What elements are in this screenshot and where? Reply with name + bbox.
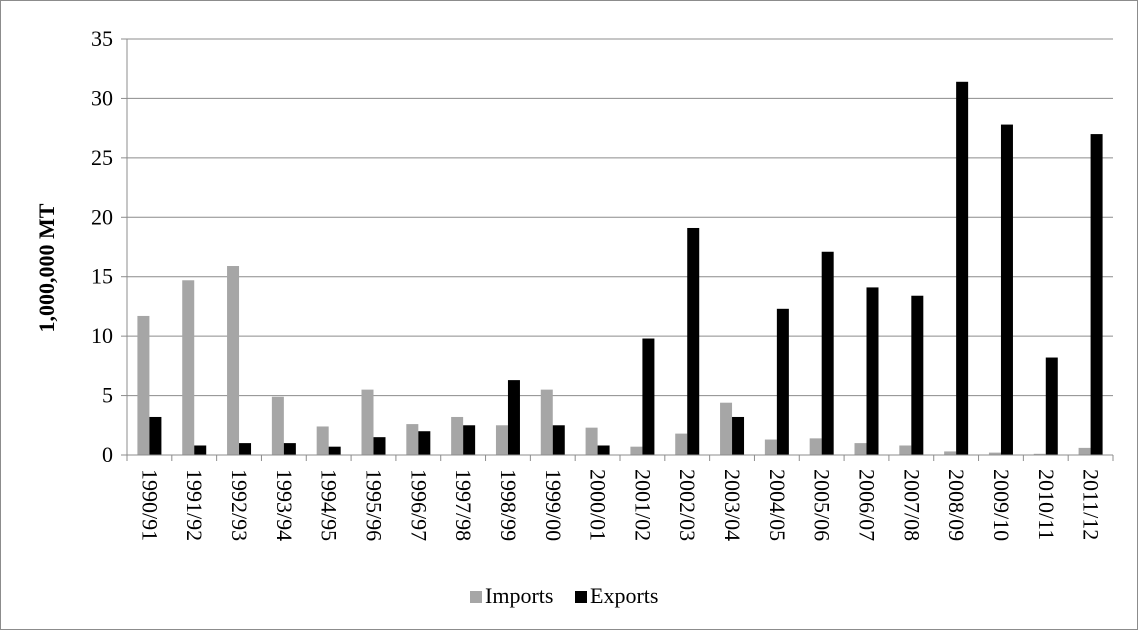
x-tick-label: 2005/06	[810, 469, 835, 541]
bar-exports-1996-97	[418, 431, 431, 455]
legend-item-imports: Imports	[470, 583, 553, 608]
bar-imports-1992-93	[227, 266, 240, 455]
x-tick-labels: 1990/91 1991/92 1992/93 1993/94 1994/95 1995/…	[137, 469, 1103, 541]
bar-exports-2004-05	[776, 308, 789, 455]
bar-imports-1999-00	[540, 389, 553, 455]
bar-exports-2001-02	[642, 338, 655, 455]
y-tick-label: 30	[91, 85, 113, 110]
bar-imports-2006-07	[854, 443, 867, 455]
y-tick-label: 5	[102, 383, 113, 408]
x-tick-label: 1997/98	[451, 469, 476, 541]
y-tick-label: 25	[91, 145, 113, 170]
y-tick-label: 15	[91, 264, 113, 289]
x-tick-label: 1996/97	[406, 469, 431, 541]
bar-imports-2009-10	[988, 452, 1001, 455]
x-tick-label: 2009/10	[989, 469, 1014, 541]
axes	[121, 38, 1114, 461]
bar-exports-1994-95	[328, 446, 341, 455]
bar-imports-1990-91	[137, 315, 150, 455]
legend: Imports Exports	[470, 583, 658, 608]
x-tick-label: 1998/99	[496, 469, 521, 541]
bar-imports-1997-98	[451, 416, 464, 455]
bar-exports-2007-08	[911, 295, 924, 455]
bars	[137, 81, 1103, 456]
bar-imports-1994-95	[316, 426, 329, 455]
bar-imports-2005-06	[809, 438, 822, 455]
bar-imports-2002-03	[675, 433, 688, 455]
x-tick-label: 2002/03	[675, 469, 700, 541]
bar-exports-2008-09	[956, 81, 969, 455]
y-tick-label: 0	[102, 442, 113, 467]
x-tick-label: 2010/11	[1034, 469, 1059, 540]
bar-imports-1993-94	[271, 396, 284, 455]
bar-exports-1997-98	[463, 425, 476, 455]
x-tick-label: 2000/01	[586, 469, 611, 541]
bar-imports-2010-11	[1033, 453, 1046, 455]
x-tick-label: 1992/93	[227, 469, 252, 541]
legend-label: Exports	[590, 583, 658, 608]
bar-imports-2008-09	[944, 451, 957, 455]
y-tick-label: 10	[91, 323, 113, 348]
x-tick-label: 2004/05	[765, 469, 790, 541]
x-tick-label: 1990/91	[137, 469, 162, 541]
bar-imports-2004-05	[764, 439, 777, 455]
x-tick-label: 1999/00	[541, 469, 566, 541]
x-tick-label: 1995/96	[362, 469, 387, 541]
y-tick-label: 35	[91, 26, 113, 51]
bar-exports-2000-01	[597, 445, 610, 455]
legend-swatch	[575, 591, 587, 603]
x-tick-label: 2006/07	[855, 469, 880, 541]
x-tick-label: 1991/92	[182, 469, 207, 541]
bar-exports-1992-93	[239, 443, 252, 455]
bar-imports-1995-96	[361, 389, 374, 455]
legend-item-exports: Exports	[575, 583, 658, 608]
bar-imports-1998-99	[495, 425, 508, 455]
y-tick-labels: 0 5 10 15 20 25 30 35	[91, 26, 113, 467]
bar-exports-1991-92	[194, 445, 207, 455]
y-tick-label: 20	[91, 204, 113, 229]
x-tick-label: 2007/08	[899, 469, 924, 541]
legend-swatch	[470, 591, 482, 603]
x-tick-label: 2001/02	[630, 469, 655, 541]
x-tick-label: 2008/09	[944, 469, 969, 541]
x-tick-label: 1993/94	[272, 469, 297, 541]
x-tick-label: 1994/95	[317, 469, 342, 541]
y-axis-title: 1,000,000 MT	[34, 203, 59, 332]
bar-imports-1996-97	[406, 424, 419, 455]
bar-imports-1991-92	[182, 280, 195, 455]
bar-imports-2001-02	[630, 446, 643, 455]
x-tick-label: 2011/12	[1079, 469, 1104, 540]
legend-label: Imports	[485, 583, 553, 608]
bar-exports-1998-99	[507, 380, 520, 455]
bar-exports-1999-00	[552, 425, 565, 455]
bar-exports-1990-91	[149, 416, 162, 455]
bar-imports-2007-08	[899, 445, 912, 455]
bar-exports-1995-96	[373, 437, 386, 455]
bar-exports-2006-07	[866, 287, 879, 455]
bar-exports-2010-11	[1045, 357, 1058, 455]
bar-exports-2009-10	[1000, 124, 1013, 455]
bar-exports-2005-06	[821, 251, 834, 455]
bar-imports-2003-04	[720, 402, 733, 455]
x-tick-label: 2003/04	[720, 469, 745, 541]
gridlines	[127, 38, 1113, 397]
bar-exports-2011-12	[1090, 134, 1103, 456]
bar-exports-2003-04	[732, 416, 745, 455]
bar-imports-2011-12	[1078, 447, 1091, 455]
bar-exports-1993-94	[283, 443, 296, 455]
bar-exports-2002-03	[687, 227, 700, 455]
bar-imports-2000-01	[585, 427, 598, 455]
